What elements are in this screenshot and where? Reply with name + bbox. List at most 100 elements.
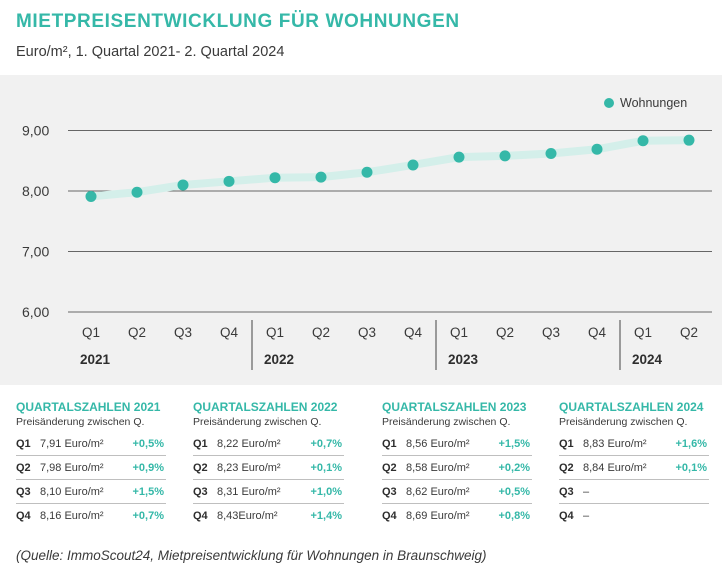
x-tick-label: Q2 — [128, 325, 146, 340]
chart-title: MIETPREISENTWICKLUNG FÜR WOHNUNGEN — [16, 11, 460, 32]
quarter-label: Q1 — [193, 437, 208, 450]
quarter-price: 8,84 Euro/m² — [583, 461, 647, 474]
quarter-price: – — [583, 485, 590, 498]
chart-legend: Wohnungen — [604, 96, 687, 110]
year-label: 2021 — [80, 352, 111, 367]
x-tick-label: Q4 — [588, 325, 607, 340]
year-label: 2024 — [632, 352, 663, 367]
quarter-label: Q2 — [16, 461, 31, 474]
quarter-label: Q2 — [382, 461, 397, 474]
quarter-row: Q1 8,22 Euro/m² +0,7% — [193, 432, 344, 456]
quarter-change: +0,7% — [132, 509, 165, 522]
quarter-label: Q3 — [559, 485, 574, 498]
quarter-change: +1,5% — [498, 437, 531, 450]
quarter-label: Q1 — [559, 437, 574, 450]
data-point — [85, 190, 97, 202]
quarter-row: Q3 8,62 Euro/m² +0,5% — [382, 480, 532, 504]
x-tick-label: Q3 — [174, 325, 192, 340]
line-chart: 6,00 7,00 8,00 9,00 Q1 Q2 Q3 Q4 Q1 Q2 Q3 Q4 Q1 Q2 Q3 Q4… — [22, 123, 712, 370]
chart-subtitle: Euro/m², 1. Quartal 2021- 2. Quartal 202… — [16, 44, 285, 60]
quarter-subheading: Preisänderung zwischen Q. — [16, 416, 145, 428]
quarter-change: +0,9% — [132, 461, 165, 474]
quarter-row: Q1 7,91 Euro/m² +0,5% — [16, 432, 166, 456]
quarter-change: +0,1% — [675, 461, 708, 474]
quarter-subheading: Preisänderung zwischen Q. — [559, 416, 688, 428]
quarter-row: Q1 8,56 Euro/m² +1,5% — [382, 432, 532, 456]
data-point — [177, 179, 189, 191]
quarter-label: Q2 — [193, 461, 208, 474]
quarter-price: 8,62 Euro/m² — [406, 485, 470, 498]
quarter-heading: QUARTALSZAHLEN 2022 — [193, 400, 338, 414]
quarter-price: 8,69 Euro/m² — [406, 509, 470, 522]
source-note: (Quelle: ImmoScout24, Mietpreisentwicklu… — [16, 548, 487, 563]
x-tick-label: Q1 — [266, 325, 284, 340]
quarter-label: Q4 — [382, 509, 397, 522]
quarter-label: Q4 — [193, 509, 208, 522]
quarter-price: 8,23 Euro/m² — [217, 461, 281, 474]
quarter-price: 8,16 Euro/m² — [40, 509, 104, 522]
quarter-change: +0,1% — [310, 461, 343, 474]
y-tick-label: 6,00 — [22, 304, 49, 320]
quarter-subheading: Preisänderung zwischen Q. — [193, 416, 322, 428]
quarter-heading: QUARTALSZAHLEN 2024 — [559, 400, 704, 414]
quarter-change: +0,5% — [132, 437, 165, 450]
quarter-row: Q3– — [559, 480, 709, 504]
quarter-change: +0,8% — [498, 509, 531, 522]
data-point — [269, 172, 281, 184]
y-tick-label: 8,00 — [22, 183, 49, 199]
quarter-change: +1,5% — [132, 485, 165, 498]
quarter-block-2023: QUARTALSZAHLEN 2023 Preisänderung zwisch… — [382, 400, 532, 527]
quarter-label: Q1 — [16, 437, 31, 450]
data-point — [407, 159, 419, 171]
quarter-price: 8,22 Euro/m² — [217, 437, 281, 450]
y-tick-label: 9,00 — [22, 123, 49, 139]
x-tick-label: Q2 — [312, 325, 330, 340]
quarter-row: Q4 8,69 Euro/m² +0,8% — [382, 504, 532, 527]
data-point — [591, 143, 603, 155]
data-point — [223, 175, 235, 187]
x-tick-label: Q1 — [634, 325, 652, 340]
quarter-label: Q4 — [16, 509, 31, 522]
quarter-subheading: Preisänderung zwischen Q. — [382, 416, 511, 428]
quarter-row: Q3 8,31 Euro/m² +1,0% — [193, 480, 344, 504]
x-tick-label: Q1 — [82, 325, 100, 340]
y-tick-label: 7,00 — [22, 244, 49, 260]
data-point — [361, 166, 373, 178]
data-point — [545, 147, 557, 159]
data-point — [683, 134, 695, 146]
legend-marker-icon — [604, 98, 614, 108]
quarter-change: +0,2% — [498, 461, 531, 474]
x-tick-label: Q3 — [542, 325, 560, 340]
quarter-label: Q3 — [193, 485, 208, 498]
quarter-price: 8,10 Euro/m² — [40, 485, 104, 498]
x-tick-label: Q4 — [220, 325, 239, 340]
quarter-change: +1,0% — [310, 485, 343, 498]
quarter-change: +1,6% — [675, 437, 708, 450]
data-point — [637, 135, 649, 147]
quarter-heading: QUARTALSZAHLEN 2021 — [16, 400, 161, 414]
quarter-label: Q2 — [559, 461, 574, 474]
quarter-change: +0,5% — [498, 485, 531, 498]
quarter-change: +1,4% — [310, 509, 343, 522]
x-tick-label: Q4 — [404, 325, 423, 340]
quarter-label: Q1 — [382, 437, 397, 450]
quarter-heading: QUARTALSZAHLEN 2023 — [382, 400, 527, 414]
quarter-price: 8,43Euro/m² — [217, 509, 278, 522]
quarter-row: Q3 8,10 Euro/m² +1,5% — [16, 480, 166, 504]
quarter-block-2021: QUARTALSZAHLEN 2021 Preisänderung zwisch… — [16, 400, 166, 527]
x-tick-label: Q1 — [450, 325, 468, 340]
quarter-row: Q4 8,16 Euro/m² +0,7% — [16, 504, 166, 527]
x-tick-label: Q3 — [358, 325, 376, 340]
series-line — [87, 136, 693, 201]
quarter-row: Q2 7,98 Euro/m² +0,9% — [16, 456, 166, 480]
quarter-price: – — [583, 509, 590, 522]
quarter-row: Q4 8,43Euro/m² +1,4% — [193, 504, 344, 527]
quarter-label: Q3 — [16, 485, 31, 498]
quarter-price: 8,58 Euro/m² — [406, 461, 470, 474]
data-point — [499, 150, 511, 162]
legend-label: Wohnungen — [620, 96, 688, 110]
chart-panel: 6,00 7,00 8,00 9,00 Q1 Q2 Q3 Q4 Q1 Q2 Q3 Q4 Q1 Q2 Q3 Q4… — [0, 75, 722, 385]
quarter-price: 7,91 Euro/m² — [40, 437, 104, 450]
year-label: 2023 — [448, 352, 479, 367]
quarter-block-2024: QUARTALSZAHLEN 2024 Preisänderung zwisch… — [559, 400, 709, 527]
